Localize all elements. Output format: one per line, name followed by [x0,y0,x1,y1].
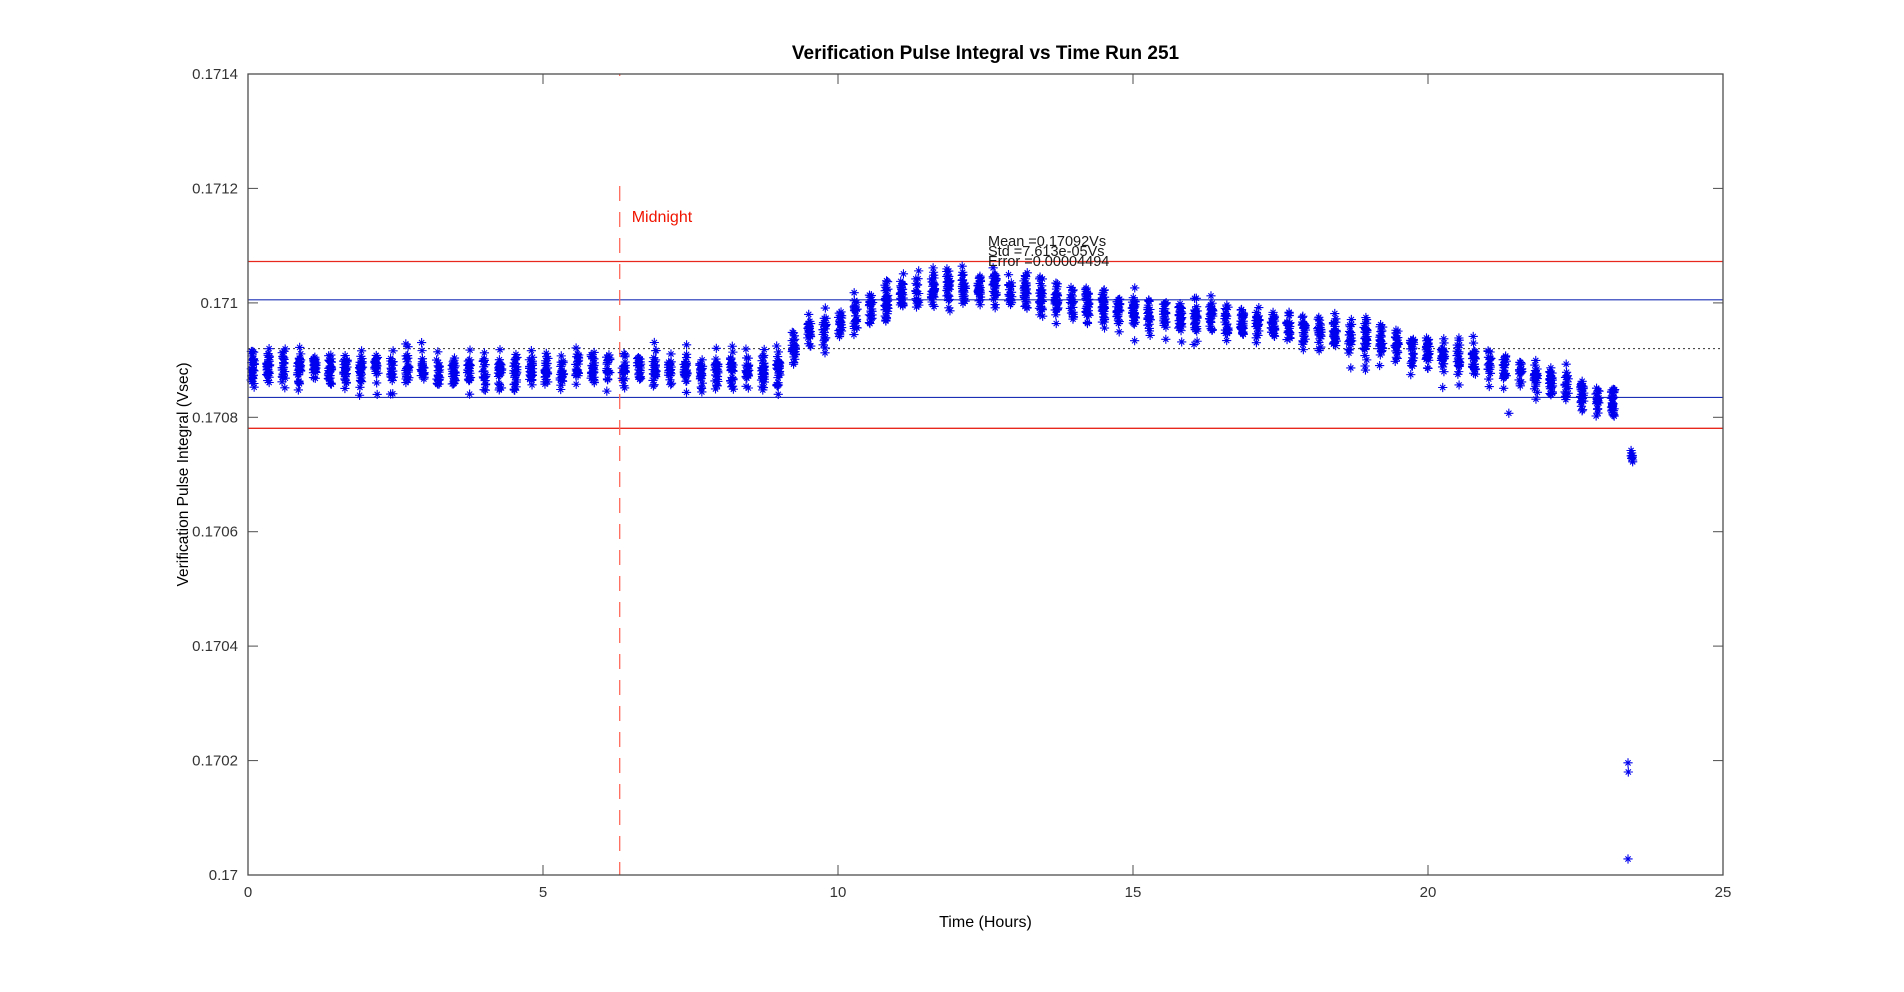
svg-text:5: 5 [539,884,547,901]
svg-text:0.17: 0.17 [209,867,238,884]
svg-text:10: 10 [830,884,847,901]
svg-text:Verification Pulse Integral (V: Verification Pulse Integral (Vsec) [175,363,192,587]
svg-text:15: 15 [1125,884,1142,901]
svg-text:0.1714: 0.1714 [192,66,238,83]
svg-text:Midnight: Midnight [632,209,693,226]
svg-text:0: 0 [244,884,252,901]
svg-text:Time (Hours): Time (Hours) [939,914,1032,931]
svg-text:0.1702: 0.1702 [192,753,238,770]
svg-text:0.1704: 0.1704 [192,638,238,655]
svg-text:Verification Pulse Integral vs: Verification Pulse Integral vs Time Run … [792,43,1180,64]
svg-text:20: 20 [1420,884,1437,901]
svg-text:0.1712: 0.1712 [192,180,238,197]
svg-text:25: 25 [1715,884,1732,901]
svg-text:Error =0.00004494: Error =0.00004494 [988,254,1109,270]
svg-text:0.171: 0.171 [200,295,238,312]
svg-text:0.1706: 0.1706 [192,524,238,541]
svg-text:0.1708: 0.1708 [192,409,238,426]
